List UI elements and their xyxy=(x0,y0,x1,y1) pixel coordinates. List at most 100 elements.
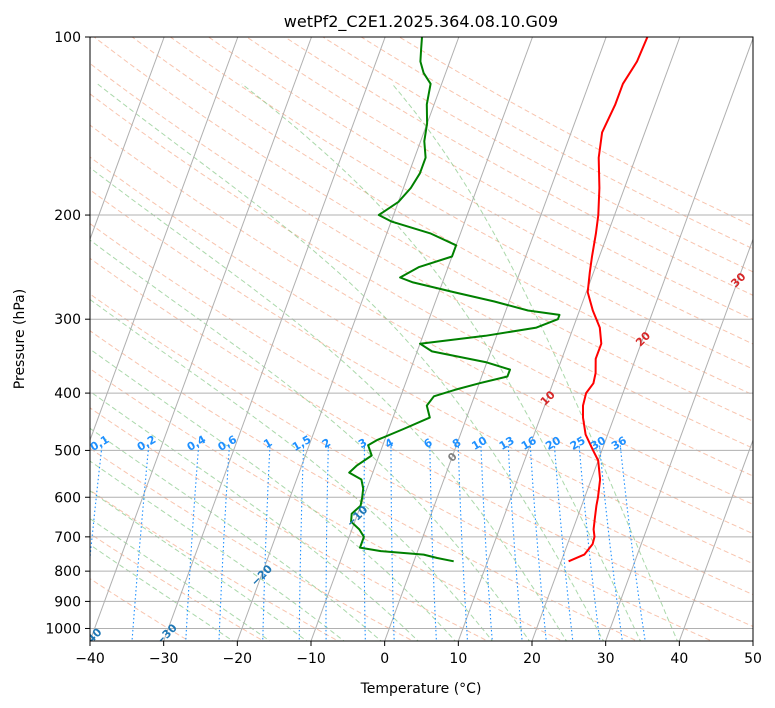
dry-adiabat-line xyxy=(90,293,713,641)
mixing-ratio-line xyxy=(298,445,305,641)
x-tick-label: 50 xyxy=(744,651,762,667)
x-tick-label: 20 xyxy=(523,651,541,667)
mixing-ratio-line xyxy=(578,445,601,641)
moist-adiabat-line xyxy=(90,460,345,641)
dry-adiabat-line xyxy=(90,533,265,641)
isotherm-gridline xyxy=(605,237,753,641)
isotherm-label: 10 xyxy=(538,388,558,408)
temperature-profile-line xyxy=(568,37,649,563)
x-axis-ticks: −40 −30 −20 −10 0 10 20 30 40 50 xyxy=(75,641,762,667)
x-tick-label: 10 xyxy=(449,651,467,667)
isotherm-gridline xyxy=(531,37,753,641)
isotherm-gridline xyxy=(384,37,607,641)
isotherm-gridline xyxy=(90,37,165,241)
isotherm-label: −50 xyxy=(4,625,31,652)
mixing-ratio-line xyxy=(218,445,230,641)
mixing-ratio-line xyxy=(457,445,469,641)
dry-adiabat-line xyxy=(90,156,753,535)
isotherm-gridline xyxy=(678,438,753,641)
mixing-ratio-line xyxy=(185,445,200,641)
moist-adiabat-line xyxy=(90,427,382,641)
isotherm-gridline xyxy=(310,37,533,641)
dry-adiabat-line xyxy=(245,37,753,320)
moist-adiabat-line xyxy=(90,517,271,641)
dewpoint-profile-line xyxy=(348,37,561,563)
mixing-ratio-line xyxy=(90,445,103,563)
mixing-ratio-line xyxy=(325,445,329,641)
y-tick-label: 900 xyxy=(54,594,81,610)
chart-title: wetPf2_C2E1.2025.364.08.10.G09 xyxy=(284,12,558,32)
mixing-ratio-line xyxy=(553,445,574,641)
mixing-ratio-lines xyxy=(90,445,646,641)
dry-adiabat-line xyxy=(90,489,340,641)
mixing-ratio-line xyxy=(429,445,437,641)
y-tick-label: 400 xyxy=(54,386,81,402)
isotherm-gridline xyxy=(752,639,753,641)
x-tick-label: −10 xyxy=(296,651,326,667)
moist-adiabat-line xyxy=(90,490,308,641)
mixing-ratio-line xyxy=(262,445,271,641)
x-tick-label: −40 xyxy=(75,651,105,667)
dry-adiabat-line xyxy=(131,37,753,396)
isotherm-gridline xyxy=(163,37,386,641)
plot-area: −100−90−80−70−60−50−40−30−20−10010203040… xyxy=(4,37,753,652)
mixing-ratio-label: 3 xyxy=(356,436,369,451)
mixing-ratio-label: 4 xyxy=(383,436,396,451)
mixing-ratio-label: 1 xyxy=(261,436,274,451)
isotherm-gridline xyxy=(236,37,460,641)
moist-adiabat-line xyxy=(90,167,568,641)
moist-adiabat-line xyxy=(96,83,605,641)
mixing-ratio-line xyxy=(480,445,493,641)
dry-adiabat-line xyxy=(207,37,753,345)
moist-adiabat-line xyxy=(241,83,642,641)
dry-adiabat-line xyxy=(283,37,753,296)
y-tick-label: 100 xyxy=(54,30,81,46)
y-tick-label: 700 xyxy=(54,530,81,546)
isotherm-gridline xyxy=(457,37,681,641)
x-tick-label: 30 xyxy=(597,651,615,667)
mixing-ratio-line xyxy=(529,445,547,641)
dry-adiabat-line xyxy=(169,37,753,370)
dry-adiabat-line xyxy=(90,330,639,641)
sounding-series xyxy=(348,37,649,563)
mixing-ratio-line xyxy=(507,445,523,641)
isotherm-label: 30 xyxy=(728,270,748,290)
dry-adiabat-line xyxy=(90,368,564,641)
dry-adiabat-line xyxy=(90,62,753,449)
isotherm-grid xyxy=(90,37,753,641)
x-axis-title: Temperature (°C) xyxy=(360,681,482,697)
dry-adiabats xyxy=(90,37,753,641)
mixing-ratio-line xyxy=(619,445,646,641)
dry-adiabat-line xyxy=(90,124,753,505)
y-tick-label: 500 xyxy=(54,443,81,459)
mixing-ratio-line xyxy=(598,445,623,641)
isotherm-label: 20 xyxy=(633,329,653,349)
moist-adiabat-line xyxy=(90,544,234,641)
y-tick-label: 300 xyxy=(54,312,81,328)
isotherm-gridline xyxy=(90,37,312,641)
isotherm-label: −30 xyxy=(153,621,180,648)
isotherm-label: −20 xyxy=(249,562,276,589)
x-tick-label: −20 xyxy=(223,651,253,667)
y-tick-label: 600 xyxy=(54,490,81,506)
moist-adiabat-line xyxy=(90,239,531,641)
mixing-ratio-line xyxy=(131,445,150,641)
dry-adiabat-line xyxy=(360,37,753,250)
dry-adiabat-line xyxy=(90,93,753,477)
dry-adiabat-line xyxy=(90,189,753,565)
y-tick-label: 1000 xyxy=(45,621,81,637)
y-axis-ticks: 100 200 300 400 500 600 700 800 900 1000 xyxy=(45,30,90,637)
x-tick-label: −30 xyxy=(149,651,179,667)
x-tick-label: 0 xyxy=(380,651,389,667)
moist-adiabat-line xyxy=(391,83,678,641)
y-tick-label: 800 xyxy=(54,564,81,580)
moist-adiabat-line xyxy=(90,390,419,641)
pressure-grid xyxy=(90,37,753,629)
dry-adiabat-line xyxy=(90,578,190,641)
y-axis-title: Pressure (hPa) xyxy=(12,289,28,389)
mixing-ratio-line xyxy=(363,445,366,641)
moist-adiabat-line xyxy=(90,298,493,641)
x-tick-label: 40 xyxy=(670,651,688,667)
isotherm-label: −40 xyxy=(78,625,105,652)
